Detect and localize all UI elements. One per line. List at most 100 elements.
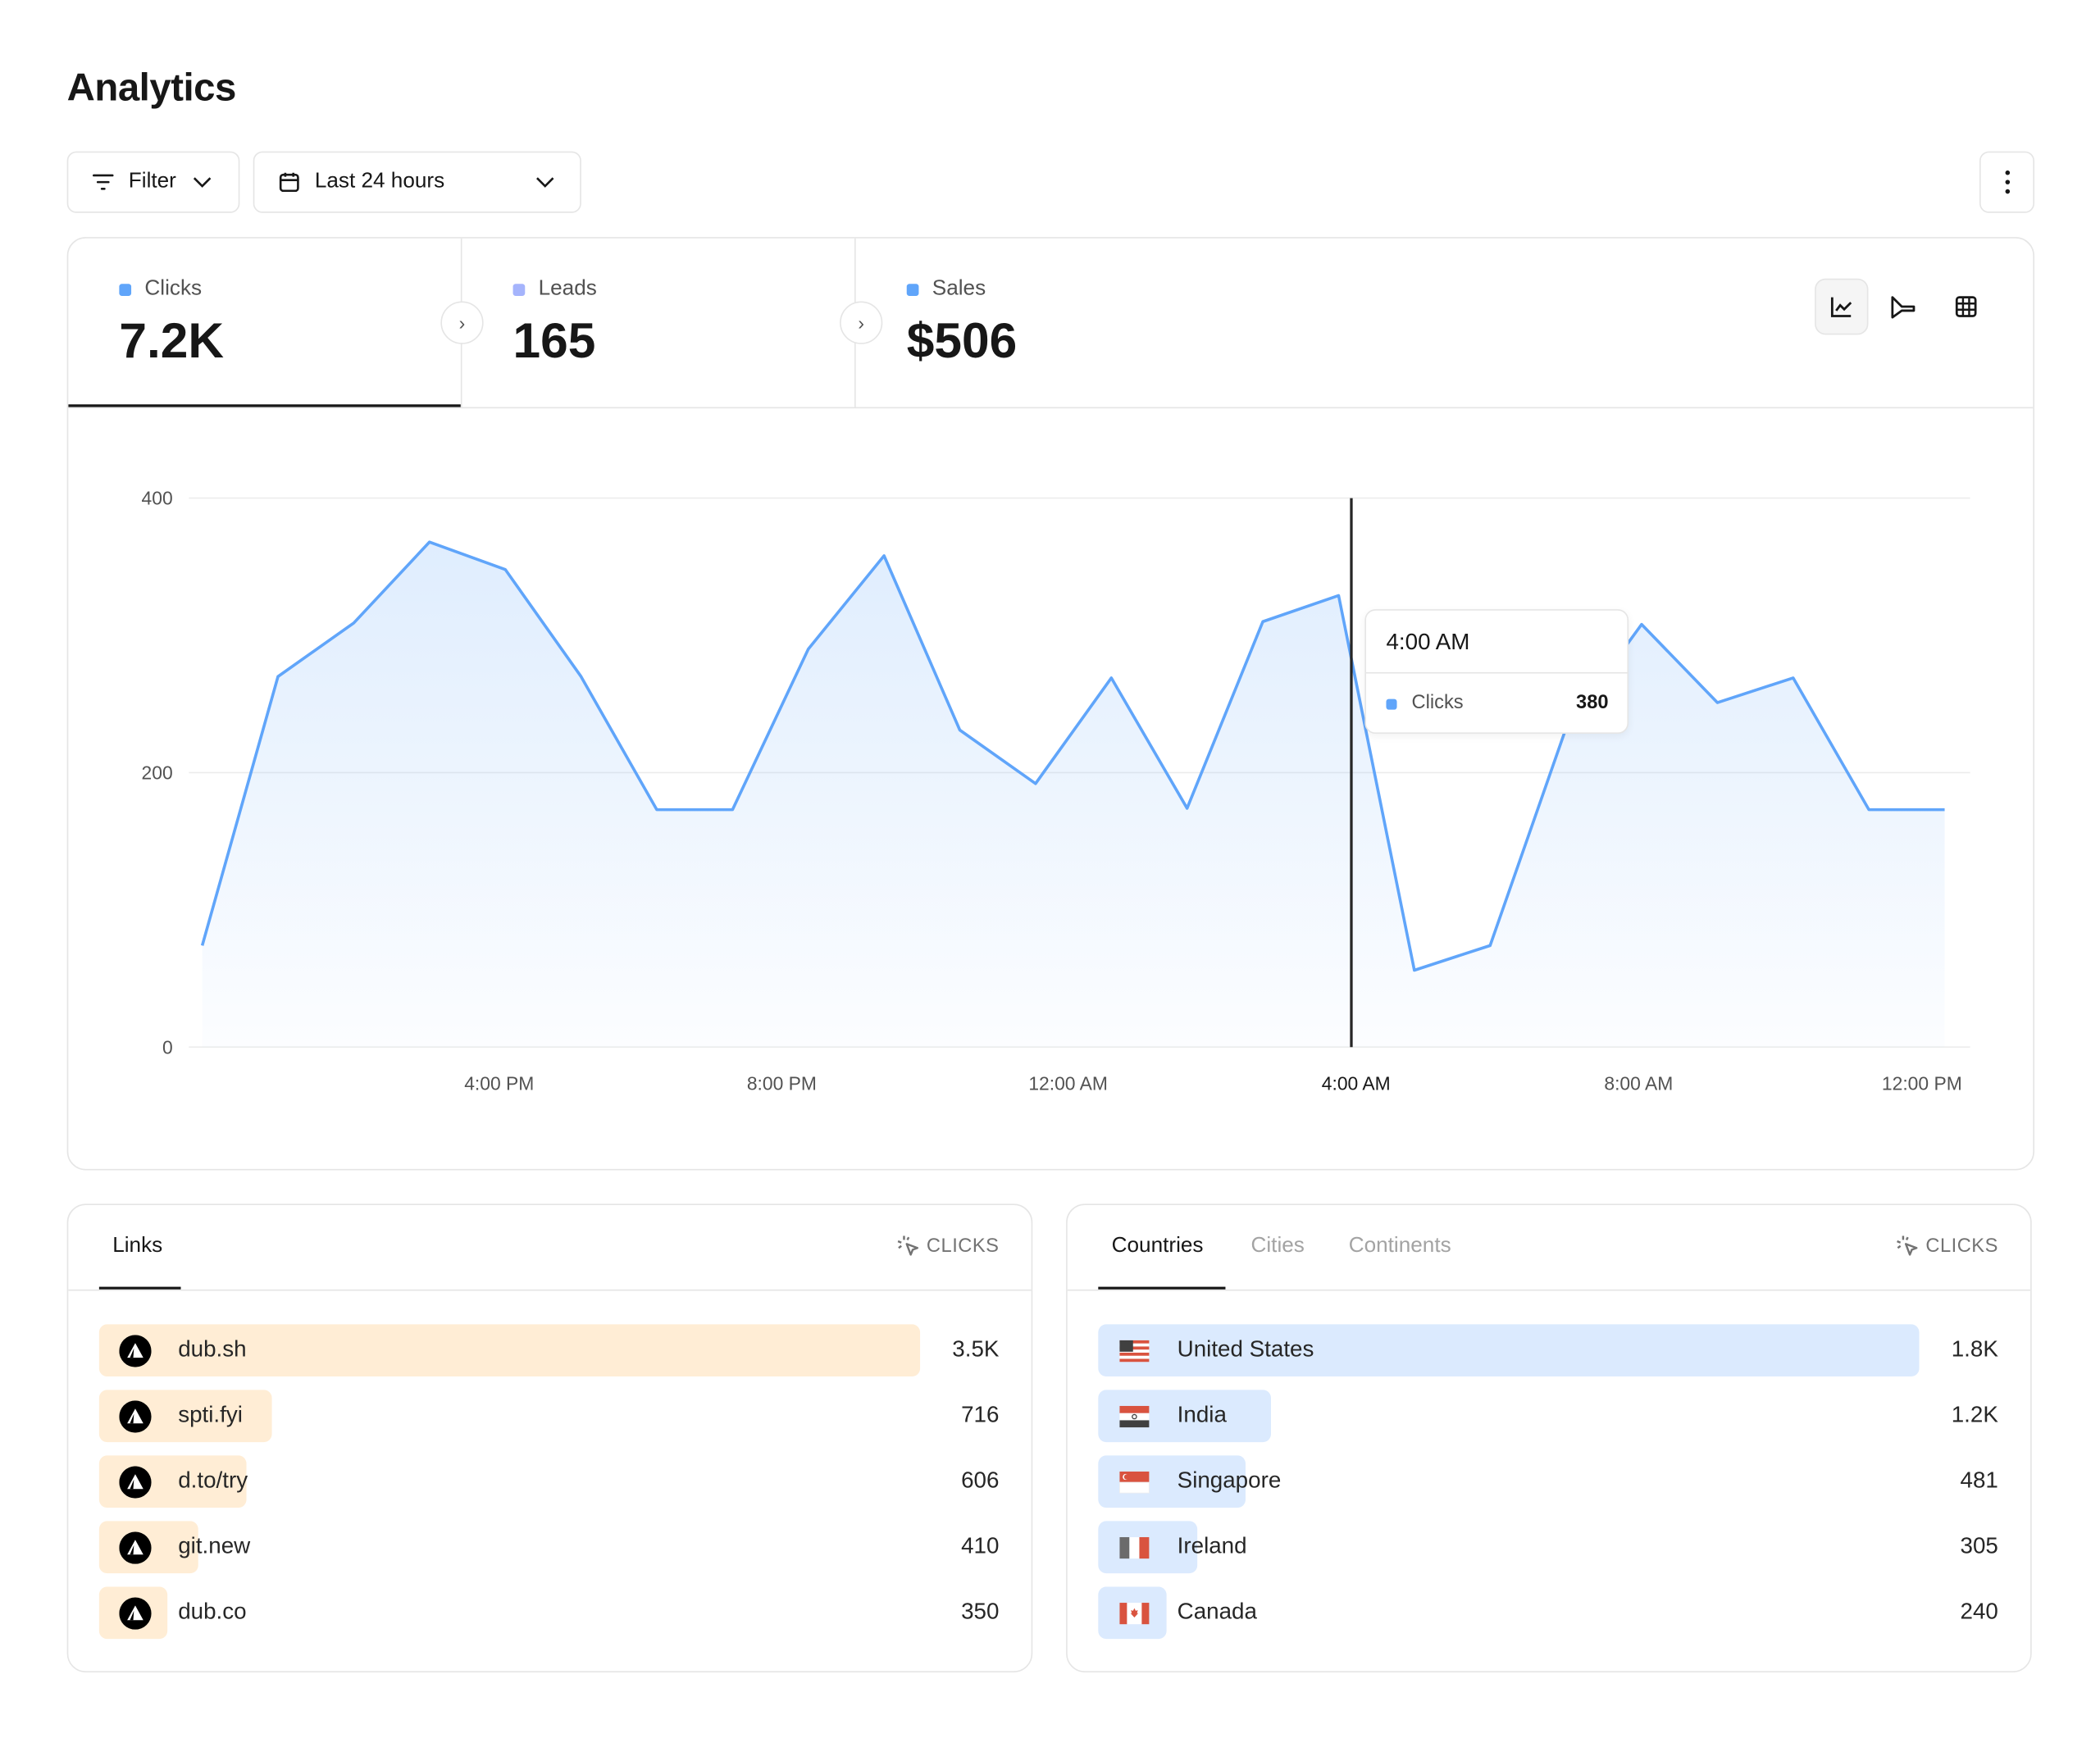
active-tab-indicator [1098, 1286, 1226, 1290]
list-item[interactable]: git.new 410 [98, 1521, 1000, 1574]
link-logo-icon [119, 1400, 152, 1433]
row-count: 410 [961, 1533, 1000, 1559]
row-name: Canada [1177, 1599, 1257, 1625]
chart-tooltip: 4:00 AM Clicks 380 [1364, 609, 1629, 735]
geo-panel: Countries Cities Continents CLICKS Unite… [1066, 1203, 2032, 1672]
stat-value: 165 [512, 313, 596, 369]
tooltip-title: 4:00 AM [1386, 629, 1470, 655]
tab-countries[interactable]: Countries [1111, 1234, 1204, 1258]
list-item[interactable]: d.to/try 606 [98, 1455, 1000, 1508]
list-item[interactable]: United States 1.8K [1098, 1324, 1998, 1377]
y-tick-label: 400 [142, 488, 173, 509]
chevron-right-icon[interactable]: › [840, 301, 883, 344]
area-fill [202, 542, 1945, 1048]
clicks-series-line [200, 540, 1945, 972]
value-bar [98, 1324, 921, 1377]
row-count: 606 [961, 1467, 1000, 1494]
list-item[interactable]: India 1.2K [1098, 1390, 1998, 1443]
ca-flag-icon [1118, 1598, 1150, 1630]
row-count: 350 [961, 1599, 1000, 1625]
funnel-view-button[interactable] [1876, 279, 1929, 335]
list-item[interactable]: Canada 240 [1098, 1586, 1998, 1640]
list-item[interactable]: dub.sh 3.5K [98, 1324, 1000, 1377]
stat-tab-leads[interactable]: Leads 165 [460, 238, 854, 407]
more-options-button[interactable] [1979, 151, 2034, 213]
stat-value: 7.2K [119, 313, 225, 369]
ie-flag-icon [1118, 1531, 1150, 1563]
links-panel: Links CLICKS dub.sh 3.5K spti.fyi 716 d.to/t… [66, 1203, 1033, 1672]
sg-flag-icon [1118, 1466, 1150, 1498]
tab-continents[interactable]: Continents [1348, 1234, 1451, 1258]
line-chart-view-button[interactable] [1815, 278, 1869, 335]
chevron-down-icon [536, 176, 554, 188]
stat-tab-clicks[interactable]: Clicks 7.2K [68, 239, 461, 407]
page-title: Analytics [66, 66, 237, 110]
date-range-select[interactable]: Last 24 hours [253, 151, 581, 213]
link-logo-icon [119, 1597, 152, 1630]
stat-label: Leads [538, 277, 597, 300]
metric-label: CLICKS [1925, 1235, 1998, 1258]
row-name: d.to/try [178, 1467, 248, 1494]
row-name: git.new [178, 1533, 251, 1559]
chevron-down-icon [193, 176, 211, 188]
y-tick-label: 0 [162, 1036, 173, 1058]
metric-label: CLICKS [926, 1235, 1000, 1258]
link-logo-icon [119, 1531, 152, 1564]
cursor-click-icon [897, 1235, 918, 1256]
in-flag-icon [1118, 1400, 1150, 1432]
list-item[interactable]: Ireland 305 [1098, 1521, 1998, 1574]
tab-cities[interactable]: Cities [1250, 1234, 1305, 1258]
row-count: 1.2K [1951, 1402, 1998, 1428]
value-bar [1098, 1324, 1920, 1377]
link-logo-icon [119, 1466, 152, 1499]
table-view-button[interactable] [1939, 279, 1993, 335]
x-tick-label: 8:00 AM [1604, 1073, 1673, 1094]
more-vertical-icon [2004, 170, 2010, 194]
tooltip-swatch [1386, 698, 1397, 710]
list-item[interactable]: spti.fyi 716 [98, 1390, 1000, 1443]
x-tick-label: 12:00 PM [1882, 1073, 1962, 1094]
row-name: Ireland [1177, 1533, 1247, 1559]
x-tick-label: 4:00 PM [464, 1073, 534, 1094]
tab-links[interactable]: Links [112, 1234, 163, 1258]
row-count: 481 [1960, 1467, 1998, 1494]
row-name: spti.fyi [178, 1402, 243, 1428]
leads-legend-swatch [512, 283, 526, 296]
list-item[interactable]: Singapore 481 [1098, 1455, 1998, 1508]
metric-clicks-header[interactable]: CLICKS [895, 1235, 999, 1258]
filter-button[interactable]: Filter [66, 151, 240, 213]
row-count: 3.5K [952, 1336, 1000, 1363]
list-item[interactable]: dub.co 350 [98, 1586, 1000, 1640]
clicks-legend-swatch [119, 283, 132, 296]
stat-value: $506 [906, 313, 1018, 369]
clicks-area-chart[interactable]: 0 200 400 4:00 PM 8:00 PM 12:00 AM 4:00 AM 8:00… [68, 239, 2034, 1171]
row-name: Singapore [1177, 1467, 1282, 1494]
link-logo-icon [119, 1335, 152, 1367]
row-name: dub.sh [178, 1336, 247, 1363]
y-tick-label: 200 [142, 762, 173, 784]
row-name: dub.co [178, 1599, 247, 1625]
tooltip-series: Clicks [1411, 692, 1464, 714]
cursor-click-icon [1896, 1235, 1918, 1256]
row-name: India [1177, 1402, 1227, 1428]
stat-label: Sales [932, 277, 986, 300]
metric-clicks-header[interactable]: CLICKS [1895, 1235, 1998, 1258]
stat-tab-sales[interactable]: Sales $506 [854, 238, 1256, 407]
x-tick-label: 4:00 AM [1322, 1073, 1391, 1094]
x-tick-label: 12:00 AM [1028, 1073, 1108, 1094]
filter-icon [93, 174, 114, 190]
row-count: 1.8K [1951, 1336, 1998, 1363]
stat-label: Clicks [144, 277, 203, 300]
date-range-label: Last 24 hours [314, 170, 445, 193]
line-chart-icon [1830, 297, 1852, 317]
analytics-chart-card: Clicks 7.2K Leads 165 Sales $506 › › 0 20… [66, 237, 2034, 1171]
row-count: 240 [1960, 1599, 1998, 1625]
row-count: 305 [1960, 1533, 1998, 1559]
filter-label: Filter [128, 170, 176, 193]
active-tab-indicator [98, 1286, 181, 1290]
chevron-right-icon[interactable]: › [440, 301, 484, 344]
us-flag-icon [1118, 1335, 1150, 1367]
sales-legend-swatch [906, 283, 919, 296]
row-name: United States [1177, 1336, 1314, 1363]
tooltip-value: 380 [1576, 692, 1609, 714]
